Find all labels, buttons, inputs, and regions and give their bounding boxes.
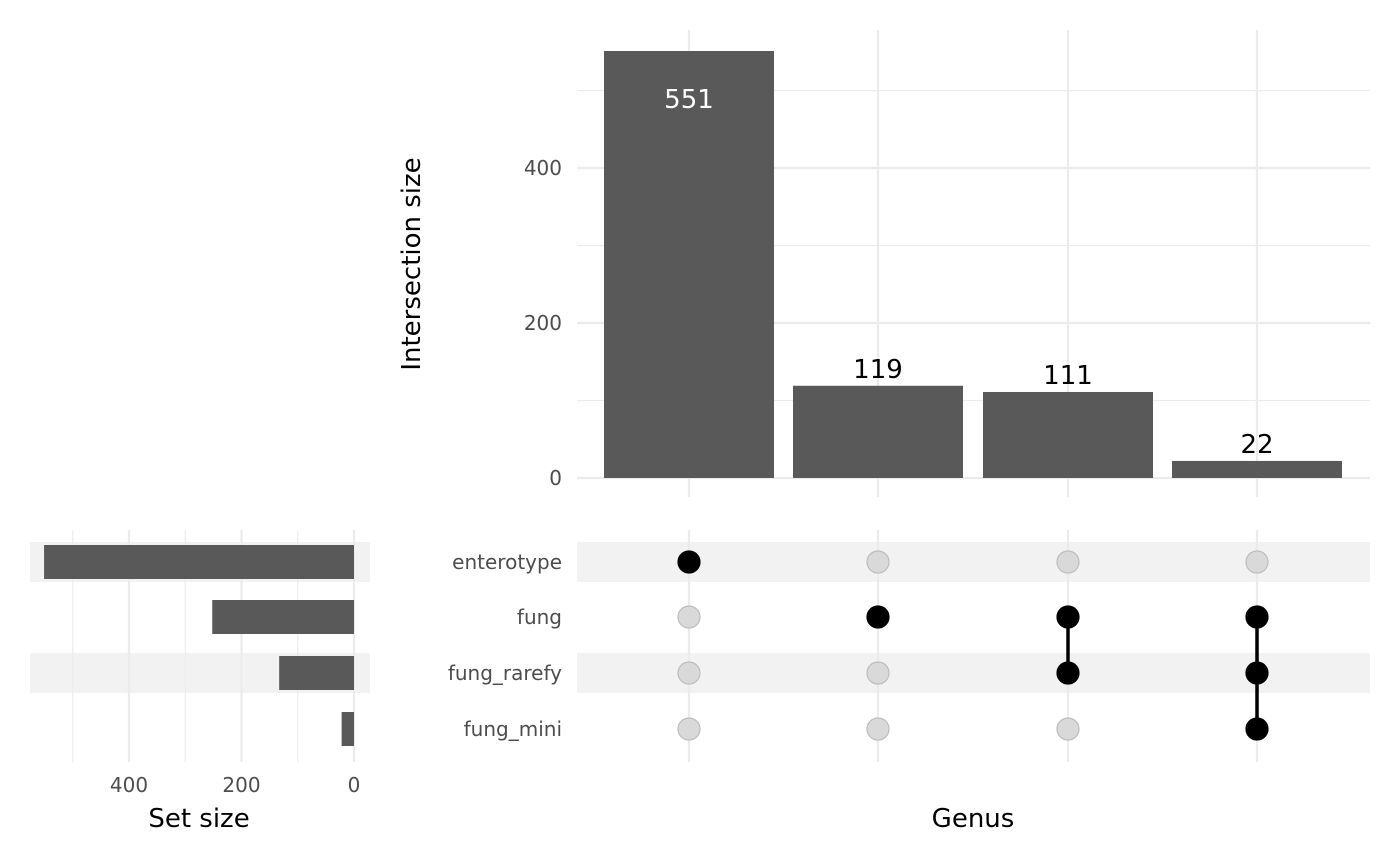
set-x-tick-label: 0 xyxy=(348,773,361,797)
intersection-bar-label: 119 xyxy=(853,355,903,385)
set-size-axis-title: Set size xyxy=(148,804,249,834)
y-tick-label: 200 xyxy=(524,311,562,335)
matrix-dot-active xyxy=(1056,661,1080,685)
matrix-row-stripe xyxy=(577,653,1370,693)
matrix-dot-inactive xyxy=(677,661,701,685)
matrix-dot-inactive xyxy=(677,605,701,629)
intersection-bar-label: 22 xyxy=(1240,430,1273,460)
intersection-bar-label: 551 xyxy=(664,85,714,115)
set-name-label: fung xyxy=(517,605,562,629)
y-tick-label: 0 xyxy=(549,466,562,490)
intersection-size-axis-title: Intersection size xyxy=(397,157,427,370)
matrix-dot-inactive xyxy=(1056,550,1080,574)
genus-axis-title: Genus xyxy=(932,804,1015,834)
set-size-bar xyxy=(212,600,354,634)
matrix-dot-inactive xyxy=(866,661,890,685)
matrix-dot-active xyxy=(1245,605,1269,629)
matrix-dot-active xyxy=(677,550,701,574)
matrix-dot-active xyxy=(1245,717,1269,741)
matrix-dot-inactive xyxy=(677,717,701,741)
set-size-bar xyxy=(279,656,354,690)
intersection-bar xyxy=(604,51,774,478)
matrix-dot-active xyxy=(866,605,890,629)
intersection-bar xyxy=(793,385,963,478)
set-size-bar xyxy=(341,712,354,746)
intersection-bar xyxy=(983,391,1153,478)
matrix-row-stripe xyxy=(577,542,1370,582)
matrix-dot-active xyxy=(1056,605,1080,629)
set-x-tick-label: 200 xyxy=(222,773,260,797)
matrix-dot-inactive xyxy=(866,550,890,574)
set-x-tick-label: 400 xyxy=(110,773,148,797)
matrix-dot-active xyxy=(1245,661,1269,685)
matrix-dot-inactive xyxy=(866,717,890,741)
intersection-bar xyxy=(1172,460,1342,478)
set-size-bar xyxy=(44,545,354,579)
intersection-bar-label: 111 xyxy=(1043,361,1093,391)
set-name-label: fung_rarefy xyxy=(448,661,562,685)
matrix-dot-inactive xyxy=(1245,550,1269,574)
matrix-dot-inactive xyxy=(1056,717,1080,741)
y-tick-label: 400 xyxy=(524,156,562,180)
set-name-label: fung_mini xyxy=(464,717,562,741)
set-name-label: enterotype xyxy=(452,550,562,574)
